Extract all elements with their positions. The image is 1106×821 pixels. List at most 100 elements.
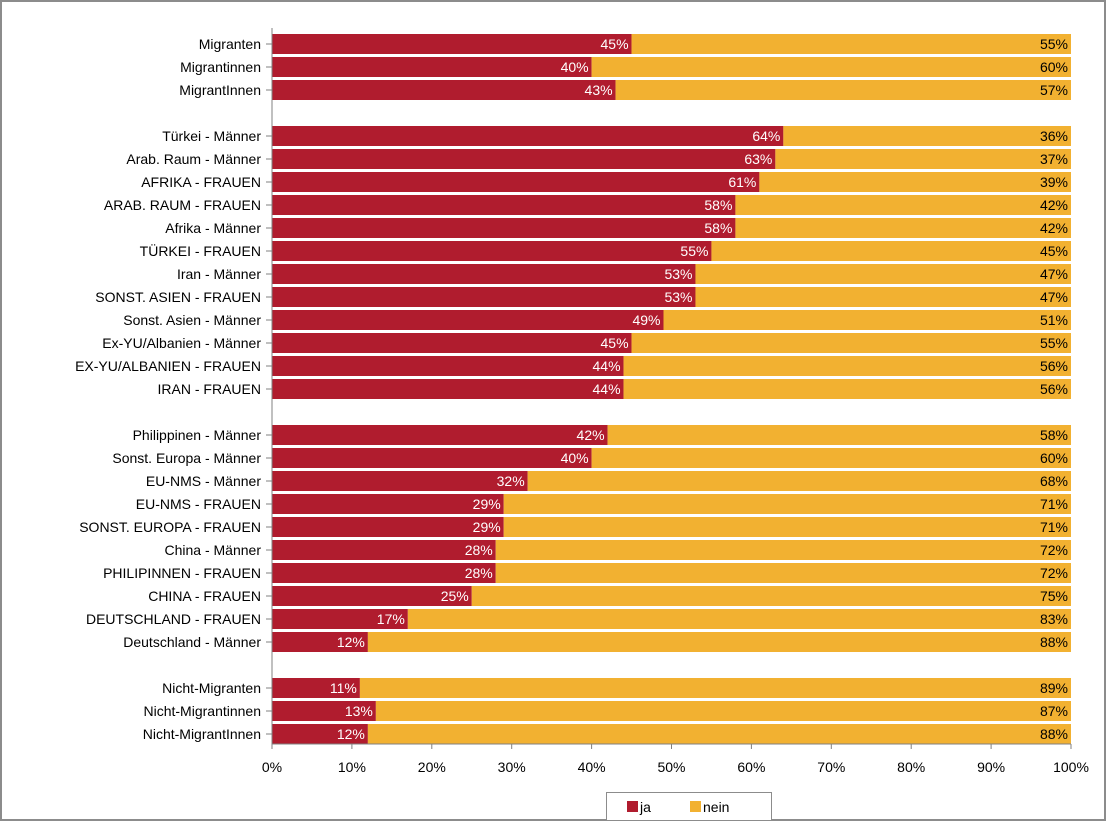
data-label-nein-sonst-asien-m-nner: 51% — [1040, 312, 1068, 328]
data-label-nein-migrantinnen: 57% — [1040, 82, 1068, 98]
data-label-ja-afrika-m-nner: 58% — [704, 220, 732, 236]
bar-ja-philippinen-m-nner — [272, 425, 608, 445]
category-label: AFRIKA - FRAUEN — [141, 174, 261, 190]
category-label: EX-YU/ALBANIEN - FRAUEN — [75, 358, 261, 374]
data-label-ja-china-frauen: 25% — [441, 588, 469, 604]
category-label: Migrantinnen — [180, 59, 261, 75]
bar-nein-migrantinnen — [615, 80, 1071, 100]
bar-ja-migrantinnen — [272, 57, 592, 77]
bar-nein-afrika-frauen — [759, 172, 1071, 192]
category-label: ARAB. RAUM - FRAUEN — [104, 197, 261, 213]
x-tick-label: 0% — [262, 759, 282, 775]
bar-ja-afrika-m-nner — [272, 218, 736, 238]
category-label: Sonst. Asien - Männer — [123, 312, 261, 328]
data-label-ja-eu-nms-m-nner: 32% — [497, 473, 525, 489]
data-label-nein-afrika-frauen: 39% — [1040, 174, 1068, 190]
data-label-ja-arab-raum-m-nner: 63% — [744, 151, 772, 167]
data-label-ja-ex-yu-albanien-m-nner: 45% — [601, 335, 629, 351]
x-tick-label: 90% — [977, 759, 1005, 775]
category-label: Türkei - Männer — [162, 128, 261, 144]
data-label-nein-philipinnen-frauen: 72% — [1040, 565, 1068, 581]
category-label: SONST. EUROPA - FRAUEN — [79, 519, 261, 535]
legend: ja nein — [606, 792, 772, 821]
data-label-nein-arab-raum-frauen: 42% — [1040, 197, 1068, 213]
bar-nein-nicht-migrantinnen — [375, 701, 1071, 721]
bar-ja-afrika-frauen — [272, 172, 760, 192]
data-label-ja-migrantinnen: 43% — [585, 82, 613, 98]
x-tick-label: 40% — [578, 759, 606, 775]
x-tick-label: 50% — [657, 759, 685, 775]
x-tick-label: 100% — [1053, 759, 1089, 775]
category-label: Sonst. Europa - Männer — [112, 450, 261, 466]
bar-ja-philipinnen-frauen — [272, 563, 496, 583]
data-label-nein-iran-m-nner: 47% — [1040, 266, 1068, 282]
bar-nein-philipinnen-frauen — [495, 563, 1072, 583]
category-label: Nicht-Migrantinnen — [144, 703, 262, 719]
data-label-nein-sonst-europa-m-nner: 60% — [1040, 450, 1068, 466]
bar-ja-deutschland-m-nner — [272, 632, 368, 652]
data-label-ja-nicht-migranten: 11% — [330, 680, 357, 696]
data-label-nein-t-rkei-frauen: 45% — [1040, 243, 1068, 259]
bar-ja-deutschland-frauen — [272, 609, 408, 629]
x-tick-label: 30% — [498, 759, 526, 775]
category-label: Deutschland - Männer — [123, 634, 261, 650]
x-tick-label: 80% — [897, 759, 925, 775]
data-label-nein-eu-nms-m-nner: 68% — [1040, 473, 1068, 489]
data-label-nein-nicht-migranten: 89% — [1040, 680, 1068, 696]
data-label-ja-sonst-asien-m-nner: 49% — [632, 312, 660, 328]
data-label-nein-philippinen-m-nner: 58% — [1040, 427, 1068, 443]
bar-ja-china-frauen — [272, 586, 472, 606]
data-label-ja-migrantinnen: 40% — [561, 59, 589, 75]
bar-ja-sonst-asien-m-nner — [272, 310, 664, 330]
data-label-ja-t-rkei-frauen: 55% — [680, 243, 708, 259]
bar-nein-sonst-asien-m-nner — [663, 310, 1071, 330]
bar-nein-philippinen-m-nner — [607, 425, 1071, 445]
bar-ja-sonst-europa-m-nner — [272, 448, 592, 468]
bar-ja-t-rkei-m-nner — [272, 126, 784, 146]
data-label-nein-arab-raum-m-nner: 37% — [1040, 151, 1068, 167]
legend-swatch-nein — [690, 801, 701, 812]
bar-ja-ex-yu-albanien-m-nner — [272, 333, 632, 353]
bar-nein-ex-yu-albanien-m-nner — [631, 333, 1071, 353]
bar-ja-nicht-migranten — [272, 678, 360, 698]
legend-label-nein: nein — [703, 799, 730, 815]
data-label-ja-afrika-frauen: 61% — [728, 174, 756, 190]
legend-swatch-ja — [627, 801, 638, 812]
category-label: Ex-YU/Albanien - Männer — [102, 335, 261, 351]
data-label-ja-arab-raum-frauen: 58% — [704, 197, 732, 213]
category-label: Arab. Raum - Männer — [126, 151, 261, 167]
data-label-ja-ex-yu-albanien-frauen: 44% — [593, 358, 621, 374]
bar-nein-china-frauen — [471, 586, 1071, 606]
bar-ja-ex-yu-albanien-frauen — [272, 356, 624, 376]
bar-ja-migranten — [272, 34, 632, 54]
category-label: Afrika - Männer — [165, 220, 261, 236]
data-label-ja-deutschland-frauen: 17% — [377, 611, 405, 627]
category-label: Nicht-Migranten — [162, 680, 261, 696]
bar-nein-nicht-migranten — [359, 678, 1071, 698]
legend-label-ja: ja — [640, 799, 651, 815]
bar-nein-china-m-nner — [495, 540, 1072, 560]
category-label: Migranten — [199, 36, 261, 52]
bar-nein-deutschland-frauen — [407, 609, 1072, 629]
bar-nein-afrika-m-nner — [735, 218, 1071, 238]
bar-nein-t-rkei-m-nner — [783, 126, 1071, 146]
data-label-ja-deutschland-m-nner: 12% — [337, 634, 365, 650]
bar-nein-migranten — [631, 34, 1071, 54]
data-label-ja-nicht-migrantinnen: 12% — [337, 726, 365, 742]
x-tick-label: 60% — [737, 759, 765, 775]
data-label-nein-afrika-m-nner: 42% — [1040, 220, 1068, 236]
data-label-ja-iran-m-nner: 53% — [664, 266, 692, 282]
data-label-ja-sonst-europa-m-nner: 40% — [561, 450, 589, 466]
category-label: EU-NMS - Männer — [146, 473, 261, 489]
bar-nein-nicht-migrantinnen — [367, 724, 1071, 744]
bar-nein-deutschland-m-nner — [367, 632, 1071, 652]
bar-ja-sonst-europa-frauen — [272, 517, 504, 537]
category-label: MigrantInnen — [179, 82, 261, 98]
data-label-ja-nicht-migrantinnen: 13% — [345, 703, 373, 719]
bar-nein-sonst-asien-frauen — [695, 287, 1071, 307]
data-label-nein-nicht-migrantinnen: 87% — [1040, 703, 1068, 719]
data-label-nein-iran-frauen: 56% — [1040, 381, 1068, 397]
data-label-nein-migranten: 55% — [1040, 36, 1068, 52]
category-label: Philippinen - Männer — [133, 427, 262, 443]
